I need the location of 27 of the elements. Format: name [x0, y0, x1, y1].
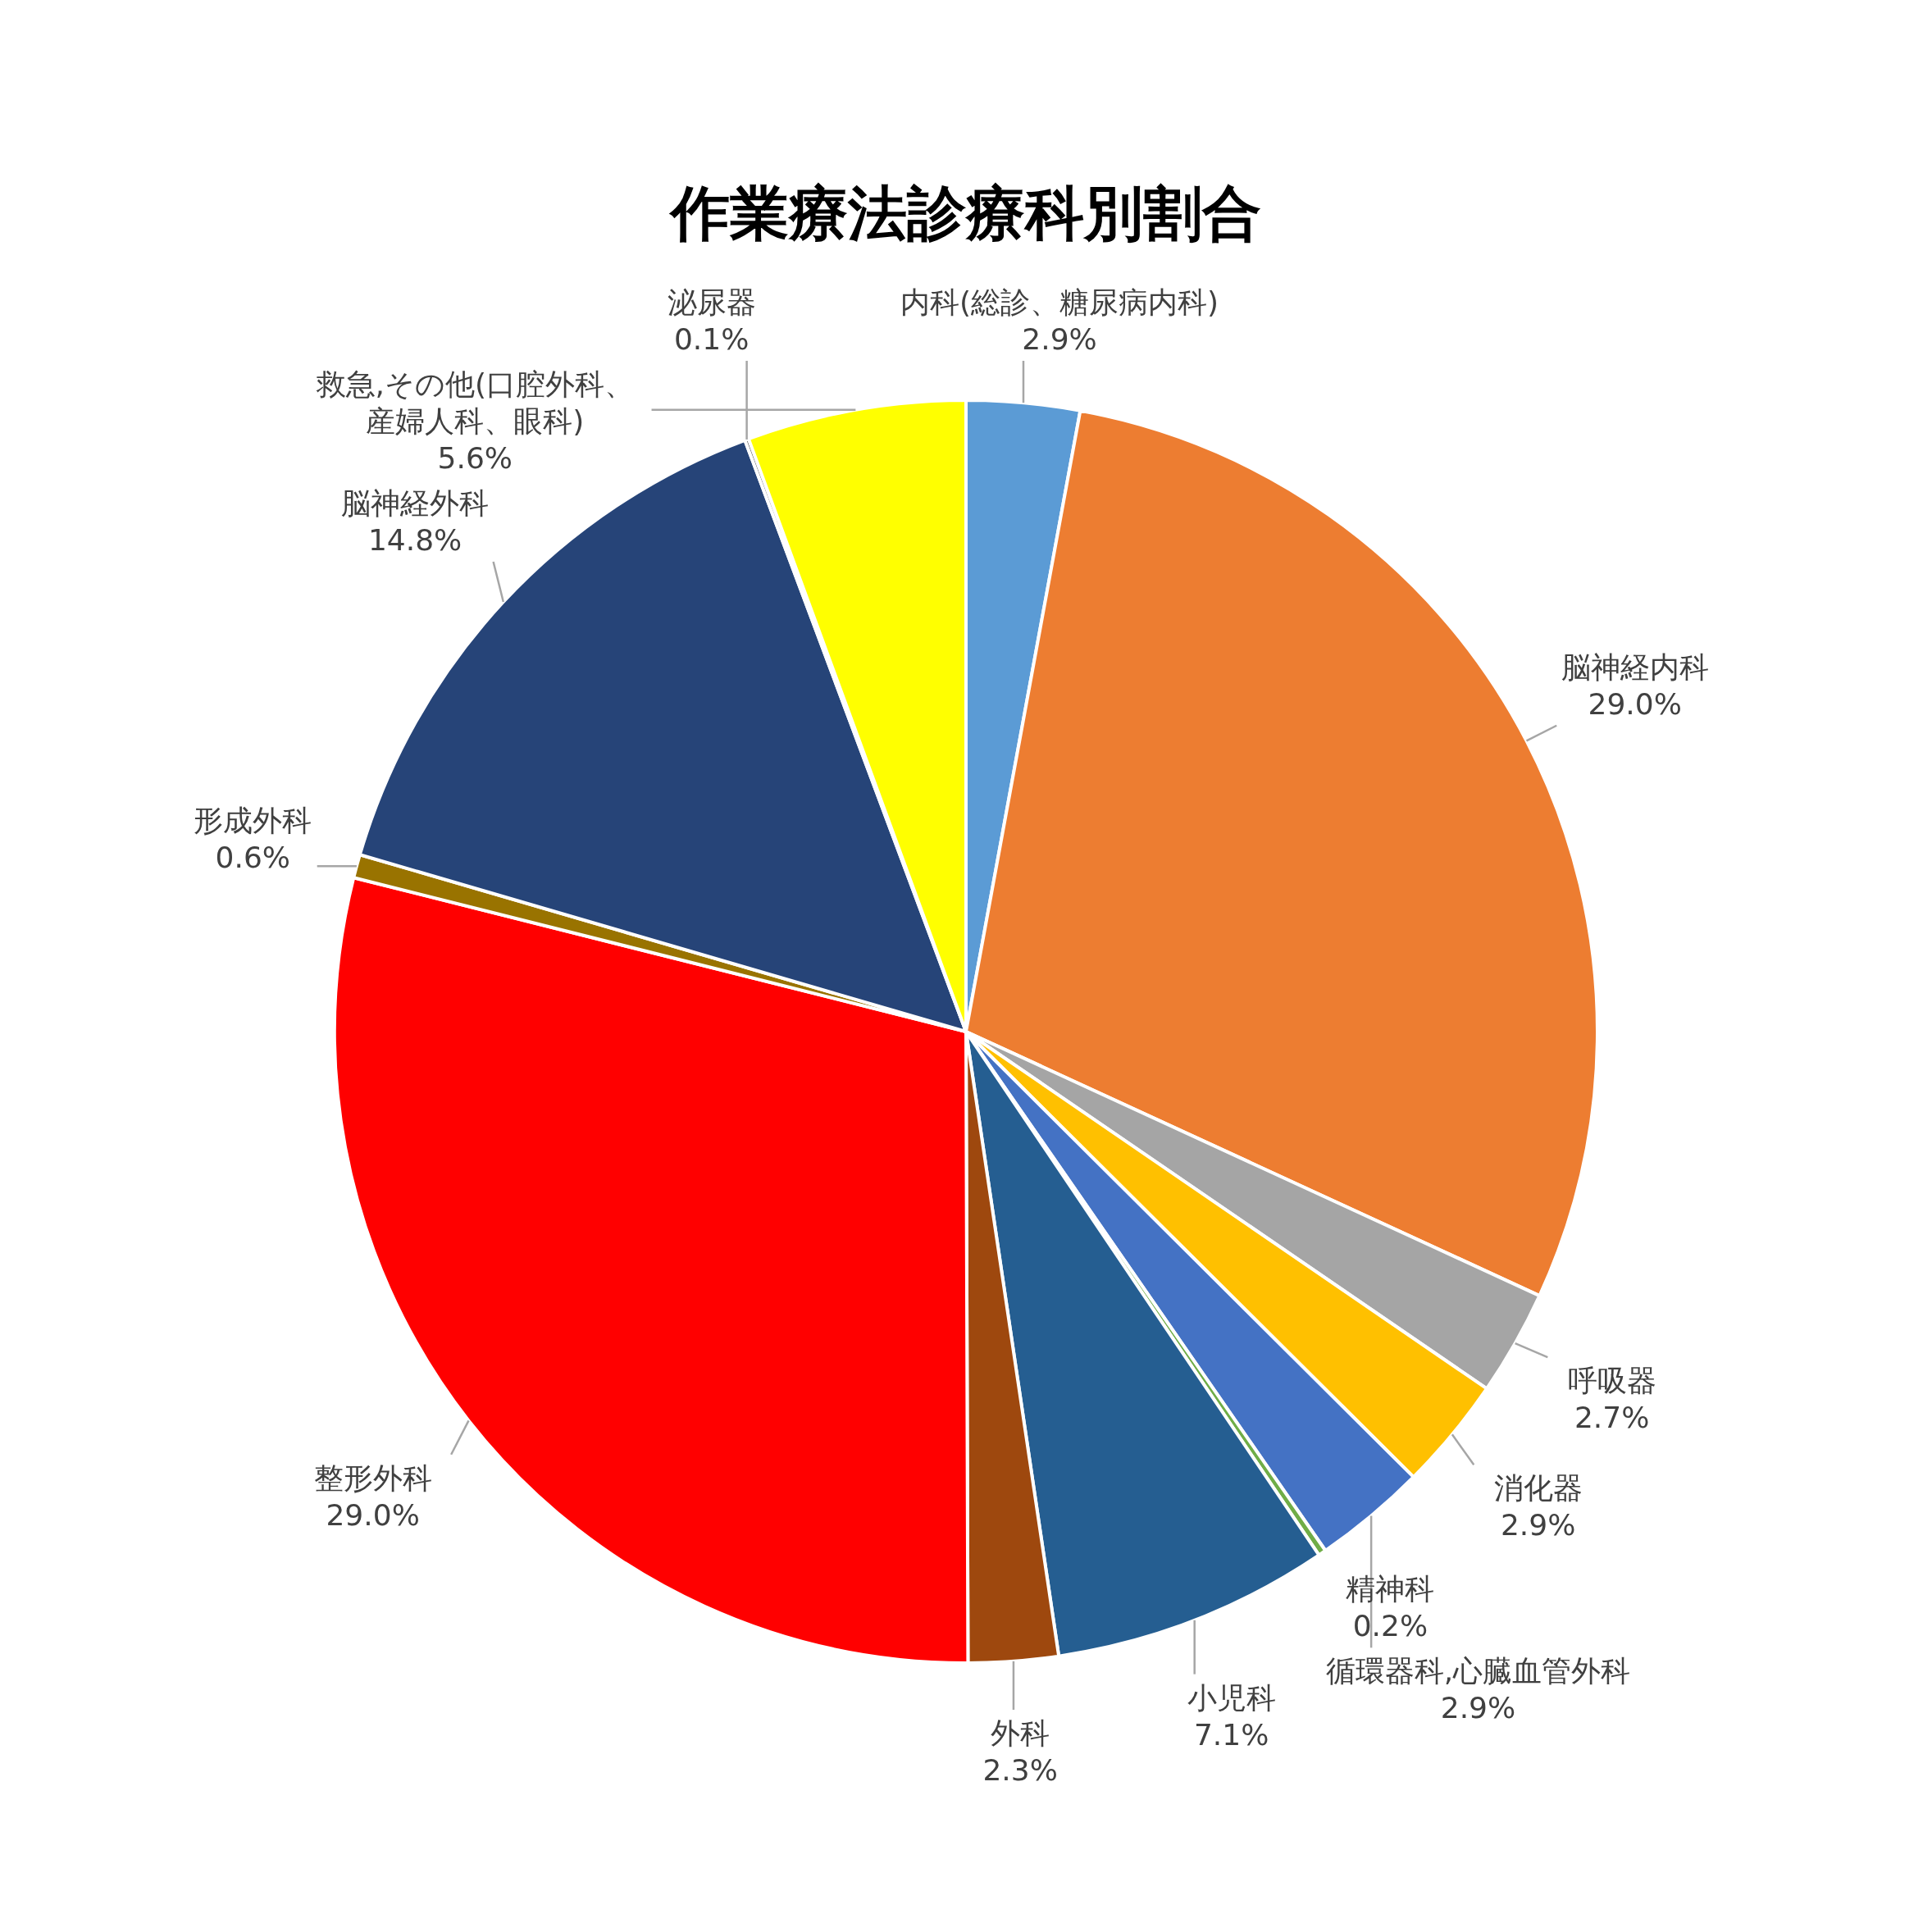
slice-label: 外科 [991, 1716, 1050, 1751]
slice-label: 消化器 [1493, 1471, 1583, 1506]
slice-label: 内科(総診、糖尿病内科) [900, 285, 1219, 319]
slice-label: 精神科 [1346, 1572, 1435, 1606]
data-label: 29.0% [326, 1497, 420, 1532]
data-label: 5.6% [437, 441, 513, 475]
data-label: 2.9% [1500, 1508, 1576, 1542]
slice-label: 救急,その他(口腔外科、産婦人科、眼科) [315, 367, 635, 438]
slice-label: 形成外科 [194, 803, 312, 837]
slice-label: 整形外科 [313, 1460, 432, 1495]
data-label: 7.1% [1193, 1717, 1269, 1752]
data-label: 2.9% [1440, 1691, 1516, 1725]
data-label: 0.2% [1352, 1609, 1428, 1643]
slice-label: 呼吸器 [1567, 1364, 1656, 1398]
data-label: 2.7% [1574, 1401, 1650, 1435]
data-label: 29.0% [1588, 686, 1682, 721]
data-label: 14.8% [367, 523, 462, 557]
slice-label: 小児科 [1187, 1680, 1276, 1715]
slice-label: 脳神経内科 [1561, 649, 1709, 684]
slice-label: 泌尿器 [667, 285, 756, 319]
data-label: 2.3% [982, 1753, 1058, 1788]
slice-label: 脳神経外科 [341, 486, 490, 520]
data-label: 0.6% [215, 840, 291, 874]
chart-title: 作業療法診療科別割合 [668, 179, 1261, 248]
data-label: 0.1% [673, 322, 750, 356]
data-label: 2.9% [1022, 322, 1097, 356]
slice-label: 循環器科,心臓血管外科 [1325, 1654, 1631, 1688]
